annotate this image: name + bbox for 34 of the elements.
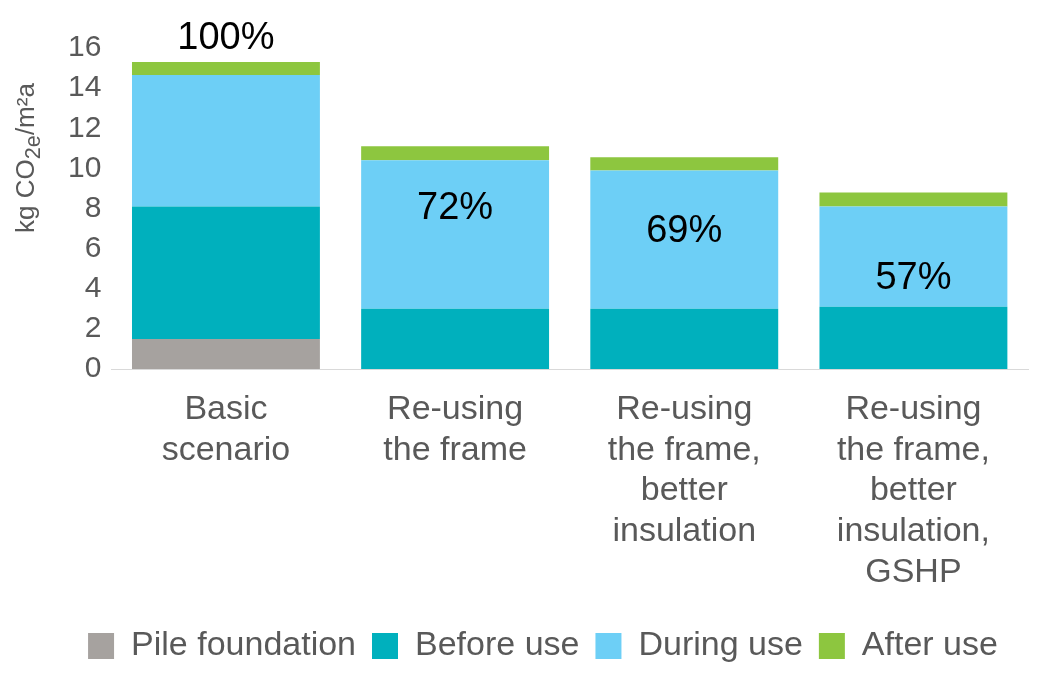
- legend-label: After use: [861, 624, 998, 663]
- bar: [819, 192, 1008, 207]
- annotation: 100%: [177, 14, 275, 57]
- bar: [590, 157, 779, 171]
- y-tick-label: 0: [84, 350, 102, 384]
- y-tick-label: 8: [84, 189, 102, 223]
- y-tick-label: 14: [67, 69, 102, 103]
- bar: [819, 306, 1008, 369]
- y-tick-label: 6: [84, 229, 102, 263]
- legend-label: During use: [638, 624, 803, 663]
- bar: [590, 170, 779, 309]
- y-tick-label: 10: [67, 149, 102, 183]
- x-tick-label: Re-using the frame, better insulation: [607, 387, 761, 549]
- annotation: 69%: [646, 207, 723, 250]
- annotation: 57%: [875, 254, 952, 297]
- x-tick-label: Re-using the frame, better insulation, GSHP: [836, 387, 990, 589]
- bar: [819, 206, 1008, 307]
- annotation: 72%: [417, 184, 494, 227]
- bar: [361, 160, 550, 309]
- bar: [361, 146, 550, 161]
- y-tick-label: 16: [67, 29, 102, 63]
- bar: [361, 308, 550, 369]
- legend-label: Pile foundation: [131, 624, 357, 663]
- y-tick-label: 12: [67, 109, 102, 143]
- bar: [131, 206, 320, 339]
- bar: [590, 308, 779, 369]
- x-tick-label: Re-using the frame: [383, 387, 527, 467]
- y-tick-label: 2: [84, 310, 102, 344]
- y-tick-label: 4: [84, 270, 102, 304]
- x-tick-label: Basic scenario: [161, 387, 291, 467]
- legend-label: Before use: [415, 624, 580, 663]
- bar: [131, 62, 320, 76]
- bar: [131, 75, 320, 207]
- bar: [131, 338, 320, 369]
